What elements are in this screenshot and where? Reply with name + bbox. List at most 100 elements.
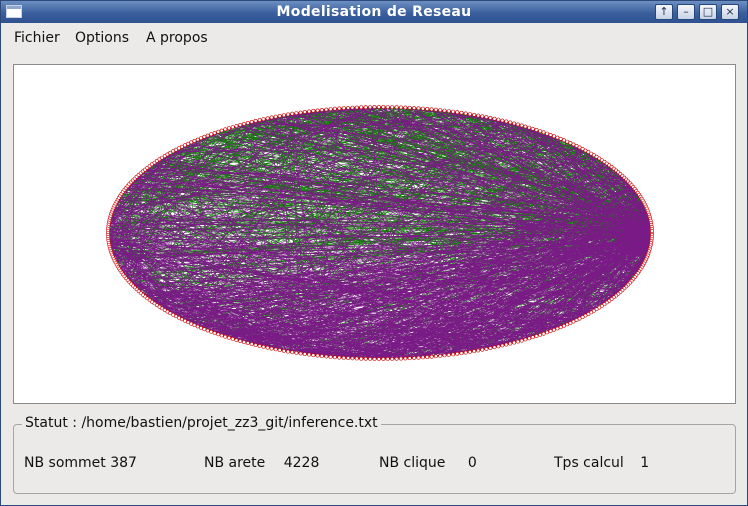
graph-node <box>589 151 594 156</box>
graph-node <box>592 153 596 158</box>
graph-node <box>209 329 214 334</box>
graph-node <box>425 107 430 111</box>
graph-node <box>519 123 524 128</box>
graph-node <box>307 352 312 357</box>
graph-node <box>558 325 563 330</box>
graph-node <box>165 152 170 157</box>
graph-node <box>368 105 373 110</box>
graph-node <box>571 319 576 324</box>
graph-node <box>467 112 472 117</box>
graph-node <box>597 305 602 310</box>
graph-node <box>368 356 373 361</box>
graph-node <box>337 106 342 111</box>
title-bar[interactable]: Modelisation de Reseau ↑ – □ × <box>1 1 747 23</box>
graph-node <box>403 356 408 361</box>
graph-node <box>472 349 477 354</box>
graph-node <box>399 105 403 110</box>
graph-node <box>527 336 532 341</box>
graph-node <box>442 108 447 113</box>
graph-node <box>269 346 274 351</box>
graph-node <box>425 355 430 360</box>
graph-node <box>538 129 543 134</box>
graph-node <box>565 139 570 144</box>
graph-node <box>290 111 295 116</box>
graph-node <box>650 229 654 233</box>
graph-node <box>492 345 497 350</box>
graph-node <box>315 108 320 113</box>
graph-node <box>451 352 456 357</box>
graph-node <box>385 105 390 110</box>
graph-node <box>265 116 270 121</box>
graph-node <box>230 125 235 130</box>
graph-node <box>227 335 231 340</box>
close-button[interactable]: × <box>721 4 739 20</box>
graph-node <box>545 131 550 136</box>
maximize-button[interactable]: □ <box>699 4 717 20</box>
graph-canvas[interactable] <box>13 64 736 404</box>
graph-node <box>234 338 239 342</box>
graph-node <box>496 344 501 349</box>
graph-node <box>538 332 543 337</box>
graph-node <box>176 146 181 151</box>
graph-node <box>359 105 364 110</box>
graph-node <box>446 352 451 357</box>
graph-node <box>390 356 395 361</box>
graph-node <box>171 149 176 154</box>
graph-node <box>438 108 443 113</box>
graph-node <box>407 356 412 361</box>
graph-node <box>420 106 425 111</box>
graph-node <box>212 331 217 335</box>
graph-node <box>354 356 359 361</box>
graph-node <box>552 327 556 332</box>
graph-node <box>277 348 282 353</box>
graph-node <box>324 107 329 112</box>
graph-node <box>412 106 417 110</box>
graph-node <box>527 125 532 130</box>
graph-node <box>376 357 381 361</box>
graph-node <box>504 119 509 124</box>
graph-node <box>171 312 176 317</box>
graph-node <box>523 124 528 129</box>
graph-node <box>253 343 258 348</box>
graph-node <box>257 118 262 122</box>
graph-node <box>541 331 546 336</box>
stat-nb-sommet: NB sommet 387 <box>24 455 137 471</box>
graph-node <box>416 106 421 111</box>
graph-node <box>438 353 443 358</box>
network-graph <box>106 105 654 361</box>
graph-node <box>597 156 602 161</box>
graph-node <box>459 110 464 115</box>
status-label: Statut : <box>25 415 77 431</box>
minimize-button[interactable]: – <box>677 4 695 20</box>
graph-node <box>186 320 191 325</box>
graph-node <box>363 105 368 110</box>
menu-bar: Fichier Options A propos <box>1 24 747 52</box>
graph-node <box>372 357 377 361</box>
status-file-path: /home/bastien/projet_zz3_git/inference.t… <box>81 415 378 431</box>
graph-node <box>530 126 535 131</box>
graph-node <box>202 327 207 332</box>
graph-node <box>577 316 582 321</box>
graph-node <box>242 122 246 126</box>
graph-node <box>202 134 207 139</box>
graph-node <box>238 123 243 127</box>
stat-tps-calcul-value: 1 <box>640 455 650 471</box>
window-menu-icon[interactable] <box>6 5 22 18</box>
graph-node <box>152 301 157 306</box>
stat-nb-arete: NB arete 4228 <box>204 455 319 471</box>
menu-a-propos[interactable]: A propos <box>146 30 208 46</box>
graph-node <box>205 328 210 333</box>
graph-node <box>328 354 333 359</box>
graph-node <box>183 143 187 148</box>
graph-node <box>205 133 210 138</box>
menu-fichier[interactable]: Fichier <box>14 30 60 46</box>
menu-options[interactable]: Options <box>75 30 130 46</box>
graph-node <box>298 110 303 115</box>
shade-up-button[interactable]: ↑ <box>655 4 673 20</box>
graph-node <box>562 138 566 143</box>
graph-node <box>492 116 497 121</box>
graph-node <box>407 105 412 110</box>
graph-node <box>512 121 517 126</box>
graph-node <box>372 105 377 109</box>
graph-node <box>429 354 434 359</box>
